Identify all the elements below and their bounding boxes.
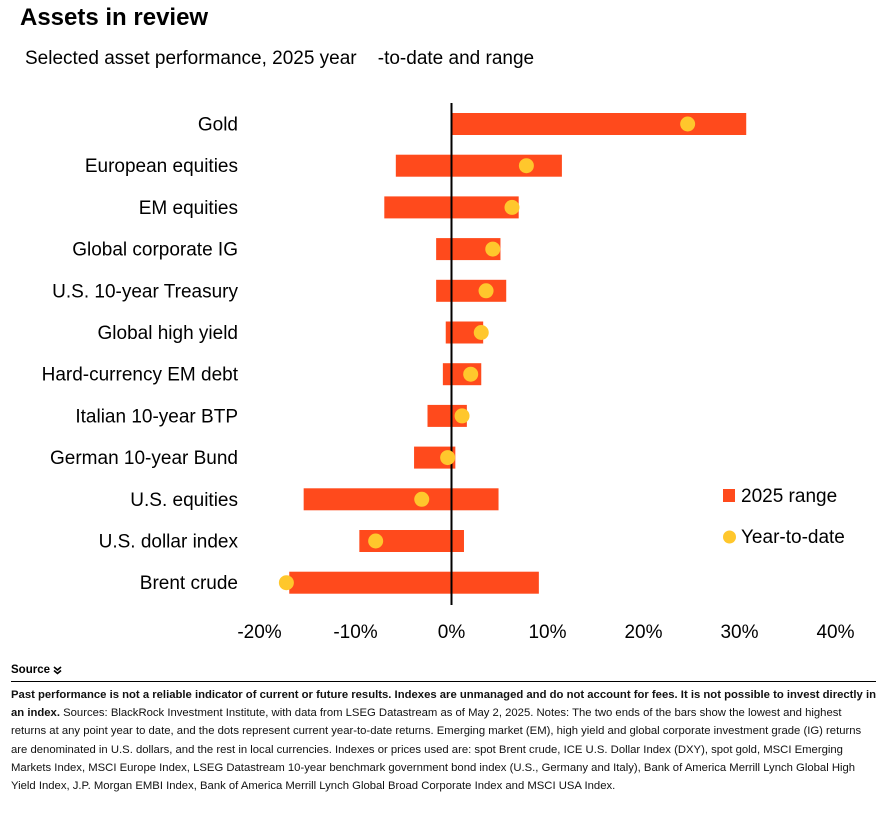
- category-label: Italian 10-year BTP: [75, 406, 238, 427]
- source-text: Sources: BlackRock Investment Institute,…: [11, 707, 862, 793]
- legend-label-range: 2025 range: [741, 486, 837, 507]
- category-label: German 10-year Bund: [50, 448, 238, 469]
- x-tick-label: 10%: [528, 622, 566, 643]
- ytd-dot: [680, 116, 696, 132]
- ytd-dot: [278, 575, 294, 591]
- x-tick-label: 20%: [624, 622, 662, 643]
- category-label: European equities: [85, 156, 238, 177]
- range-bar: [445, 321, 484, 344]
- chart-subtitle: Selected asset performance, 2025 year -t…: [25, 48, 535, 69]
- divider: [11, 681, 876, 682]
- source-toggle[interactable]: Source: [11, 664, 62, 676]
- double-chevron-down-icon: [53, 665, 62, 675]
- x-tick-label: 40%: [816, 622, 854, 643]
- ytd-dot: [478, 283, 494, 299]
- ytd-dot: [518, 158, 534, 174]
- chart-title: Assets in review: [20, 4, 209, 31]
- disclaimer-text: Past performance is not a reliable indic…: [11, 689, 877, 720]
- x-tick-label: 30%: [720, 622, 758, 643]
- x-tick-label: -10%: [333, 622, 377, 643]
- range-bar: [436, 279, 507, 302]
- source-notes: Past performance is not a reliable indic…: [11, 686, 877, 795]
- category-label: Gold: [198, 115, 238, 136]
- ytd-dot: [504, 199, 520, 215]
- legend-label-ytd: Year-to-date: [741, 527, 845, 548]
- range-chart: Gold European equities EM equities Global c…: [42, 103, 855, 643]
- legend-swatch-range: [723, 489, 735, 502]
- legend-swatch-ytd: [723, 530, 736, 544]
- range-bar: [451, 113, 747, 135]
- source-label: Source: [11, 664, 50, 676]
- category-label: U.S. equities: [130, 490, 238, 511]
- ytd-dot: [440, 450, 456, 466]
- category-label: Global corporate IG: [72, 240, 238, 261]
- range-bar: [395, 154, 562, 177]
- ytd-dot: [414, 491, 430, 507]
- ytd-dot: [463, 366, 479, 382]
- category-label: Global high yield: [98, 323, 238, 344]
- category-label: EM equities: [139, 198, 238, 219]
- range-bar: [359, 530, 464, 552]
- x-tick-label: 0%: [438, 622, 466, 643]
- ytd-dot: [485, 241, 501, 257]
- category-label: U.S. dollar index: [99, 532, 239, 553]
- category-label: U.S. 10-year Treasury: [52, 281, 238, 302]
- x-tick-label: -20%: [237, 622, 281, 643]
- ytd-dot: [368, 533, 384, 549]
- ytd-dot: [473, 325, 489, 340]
- range-bar: [289, 571, 539, 594]
- ytd-dot: [454, 408, 470, 424]
- category-label: Brent crude: [140, 573, 238, 594]
- range-bar: [303, 488, 499, 511]
- category-label: Hard-currency EM debt: [42, 365, 239, 386]
